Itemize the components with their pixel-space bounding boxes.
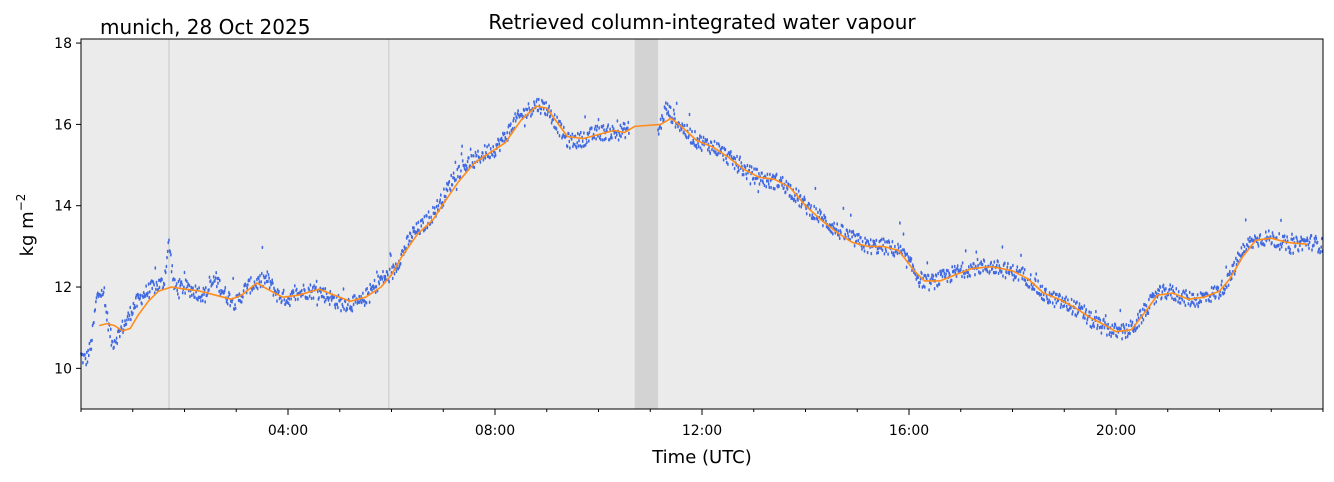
raw-data-segment-29 — [359, 282, 371, 307]
raw-data-segment-13 — [168, 238, 175, 282]
raw-data-segment-32 — [390, 252, 402, 281]
raw-data-segment-51 — [587, 124, 599, 143]
x-tick-label-4: 20:00 — [1096, 423, 1136, 439]
raw-data-segment-8 — [126, 305, 133, 322]
raw-data-segment-59 — [685, 112, 697, 148]
raw-data-segment-101 — [1177, 288, 1189, 307]
raw-data-segment-72 — [835, 206, 853, 242]
raw-data-segment-54 — [618, 120, 630, 140]
raw-data-segment-34 — [411, 218, 423, 240]
chart-title: Retrieved column-integrated water vapour — [488, 10, 916, 34]
raw-data-segment-50 — [577, 115, 589, 149]
raw-data-segment-11 — [152, 266, 164, 295]
raw-data-segment-16 — [194, 284, 206, 303]
y-tick-label-1: 12 — [54, 280, 72, 296]
y-tick-label-2: 14 — [54, 199, 72, 215]
raw-data-segment-113 — [1301, 233, 1313, 252]
raw-data-segment-10 — [142, 279, 154, 300]
raw-data-segment-39 — [463, 147, 475, 172]
raw-data-segment-38 — [452, 144, 465, 192]
raw-data-segment-12 — [163, 240, 170, 287]
raw-data-segment-64 — [737, 155, 749, 181]
y-tick-label-4: 18 — [54, 36, 72, 52]
y-tick-label-0: 10 — [54, 361, 72, 377]
raw-data-segment-84 — [991, 245, 1008, 280]
raw-data-segment-81 — [949, 264, 961, 284]
y-axis-label-exponent: −2 — [14, 194, 28, 212]
raw-data-segment-80 — [939, 268, 951, 284]
x-tick-label-2: 12:00 — [682, 423, 722, 439]
raw-data-segment-27 — [318, 286, 340, 310]
raw-data-segment-114 — [1311, 234, 1324, 255]
chart-subtitle: munich, 28 Oct 2025 — [100, 15, 310, 39]
raw-data-segment-99 — [1156, 283, 1168, 301]
raw-data-segment-78 — [918, 261, 930, 292]
y-axis-label: kg m−2 — [14, 194, 38, 257]
raw-data-segment-22 — [256, 245, 268, 291]
raw-data-segment-85 — [1006, 253, 1023, 282]
raw-data-segment-86 — [1022, 266, 1034, 291]
smoothed-line-0 — [98, 105, 1308, 333]
x-tick-label-3: 16:00 — [889, 423, 929, 439]
raw-data-segment-30 — [370, 270, 382, 294]
raw-data-segment-31 — [380, 252, 392, 285]
raw-data-segment-24 — [276, 288, 289, 307]
raw-data-segment-9 — [132, 292, 144, 315]
raw-data-segment-57 — [665, 101, 677, 129]
y-axis-label-main: kg m — [17, 211, 38, 256]
raw-data-segment-25 — [287, 284, 304, 308]
raw-data-segment-88 — [1042, 287, 1055, 305]
raw-data-segment-98 — [1146, 290, 1158, 315]
raw-data-segment-62 — [716, 142, 729, 165]
y-tick-label-3: 16 — [54, 117, 72, 133]
plot-area — [81, 39, 1323, 409]
x-tick-label-0: 04:00 — [268, 423, 308, 439]
x-tick-label-1: 08:00 — [475, 423, 515, 439]
svg-text:kg m−2: kg m−2 — [14, 194, 38, 257]
raw-data-segment-4 — [100, 286, 107, 314]
raw-data-segment-3 — [95, 291, 102, 300]
raw-data-segment-97 — [1135, 302, 1148, 330]
x-axis-label: Time (UTC) — [651, 447, 752, 468]
raw-data-segment-17 — [204, 275, 216, 304]
data-gap-shading — [634, 39, 659, 409]
raw-data-segment-71 — [820, 210, 837, 236]
raw-data-segment-56 — [657, 105, 666, 136]
raw-data-segment-73 — [851, 229, 868, 253]
raw-data-segment-112 — [1291, 232, 1303, 255]
raw-data-segment-67 — [768, 172, 780, 191]
raw-data-segment-23 — [266, 270, 278, 303]
raw-data-segment-26 — [302, 279, 320, 307]
raw-data-segment-1 — [85, 339, 92, 367]
raw-data-segment-95 — [1115, 308, 1127, 341]
raw-data-segment-18 — [214, 271, 227, 296]
raw-data-segment-2 — [90, 300, 97, 351]
